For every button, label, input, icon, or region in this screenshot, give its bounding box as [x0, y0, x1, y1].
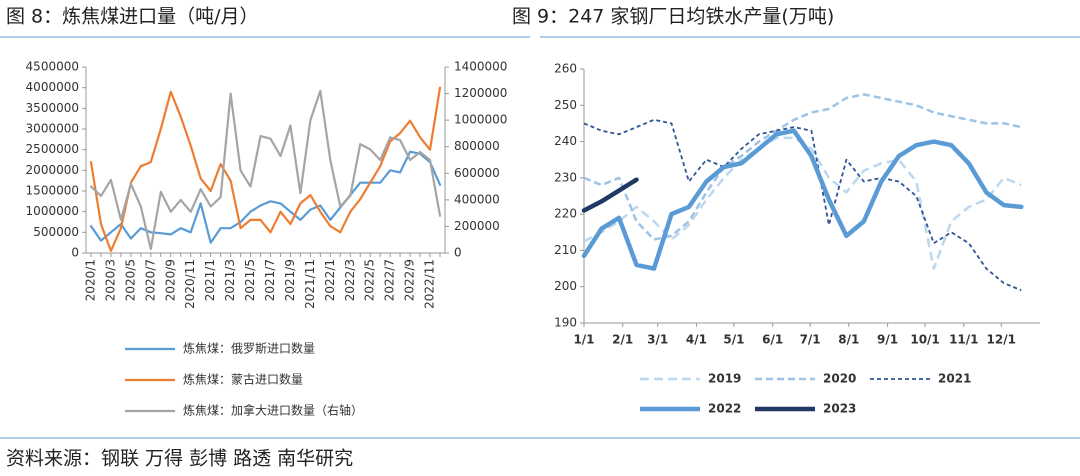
x-tick-label: 11/1 [949, 333, 978, 347]
y2-tick-label: 1000000 [454, 113, 507, 127]
y-tick-label: 260 [554, 62, 577, 76]
x-tick-label: 2020/9 [163, 259, 177, 301]
y-tick-label: 220 [554, 207, 577, 221]
x-tick-label: 2021/5 [243, 259, 257, 301]
y-tick-label: 3500000 [26, 101, 79, 115]
x-tick-label: 2020/11 [183, 259, 197, 309]
x-tick-label: 2022/1 [323, 259, 337, 301]
source: 资料来源：钢联 万得 彭博 路透 南华研究 [6, 448, 353, 470]
x-tick-label: 2021/11 [303, 259, 317, 309]
series-line [581, 128, 1024, 271]
x-tick-label: 2022/5 [363, 259, 377, 301]
legend-label: 炼焦煤：俄罗斯进口数量 [183, 341, 315, 356]
x-tick-label: 2021/7 [263, 259, 277, 301]
series-line [583, 118, 1022, 292]
y-tick-label: 0 [71, 246, 79, 260]
y2-tick-label: 400000 [454, 192, 500, 206]
legend-label: 2023 [823, 402, 856, 416]
x-tick-label: 2020/3 [103, 259, 117, 301]
y-tick-label: 4000000 [26, 80, 79, 94]
y2-tick-label: 1400000 [454, 60, 507, 74]
x-tick-label: 12/1 [987, 333, 1016, 347]
y2-tick-label: 800000 [454, 139, 500, 153]
x-tick-label: 2021/9 [283, 259, 297, 301]
y2-tick-label: 600000 [454, 166, 500, 180]
y-tick-label: 2500000 [26, 142, 79, 156]
x-tick-label: 10/1 [910, 333, 939, 347]
x-tick-label: 6/1 [762, 333, 783, 347]
x-tick-label: 2020/7 [143, 259, 157, 301]
legend-label: 炼焦煤：蒙古进口数量 [183, 372, 303, 387]
y-tick-label: 2000000 [26, 163, 79, 177]
legend-label: 2022 [708, 402, 741, 416]
legend-label: 炼焦煤：加拿大进口数量（右轴） [183, 403, 363, 418]
y2-tick-label: 1200000 [454, 86, 507, 100]
x-tick-label: 1/1 [573, 333, 594, 347]
x-tick-label: 2022/9 [403, 259, 417, 301]
series-line [89, 86, 442, 252]
legend-label: 2019 [708, 372, 741, 386]
y-tick-label: 240 [554, 134, 577, 148]
y-tick-label: 4500000 [26, 60, 79, 74]
x-tick-label: 2020/5 [123, 259, 137, 301]
y-tick-label: 230 [554, 170, 577, 184]
y-tick-label: 500000 [33, 225, 79, 239]
x-tick-label: 2021/1 [203, 259, 217, 301]
x-tick-label: 2022/7 [383, 259, 397, 301]
chart-title: 图 9：247 家钢厂日均铁水产量(万吨) [512, 6, 834, 28]
x-tick-label: 2021/3 [223, 259, 237, 301]
x-tick-label: 2022/3 [343, 259, 357, 301]
y-tick-label: 1500000 [26, 184, 79, 198]
x-tick-label: 5/1 [723, 333, 744, 347]
x-tick-label: 8/1 [838, 333, 859, 347]
y-tick-label: 3000000 [26, 122, 79, 136]
x-tick-label: 2/1 [612, 333, 633, 347]
y2-tick-label: 0 [454, 246, 462, 260]
x-tick-label: 9/1 [877, 333, 898, 347]
y2-tick-label: 200000 [454, 219, 500, 233]
y-tick-label: 190 [554, 316, 577, 330]
y-tick-label: 210 [554, 243, 577, 257]
x-tick-label: 4/1 [686, 333, 707, 347]
x-tick-label: 2022/11 [423, 259, 437, 309]
chart-title: 图 8：炼焦煤进口量（吨/月） [6, 6, 259, 28]
series-line [89, 89, 442, 251]
legend-label: 2021 [938, 372, 971, 386]
legend-label: 2020 [823, 372, 856, 386]
y-tick-label: 1000000 [26, 204, 79, 218]
series-line [583, 93, 1022, 241]
x-tick-label: 2020/1 [83, 259, 97, 301]
y-tick-label: 200 [554, 279, 577, 293]
x-tick-label: 3/1 [647, 333, 668, 347]
y-tick-label: 250 [554, 98, 577, 112]
x-tick-label: 7/1 [800, 333, 821, 347]
series-line [89, 150, 442, 244]
series-line [581, 177, 639, 213]
